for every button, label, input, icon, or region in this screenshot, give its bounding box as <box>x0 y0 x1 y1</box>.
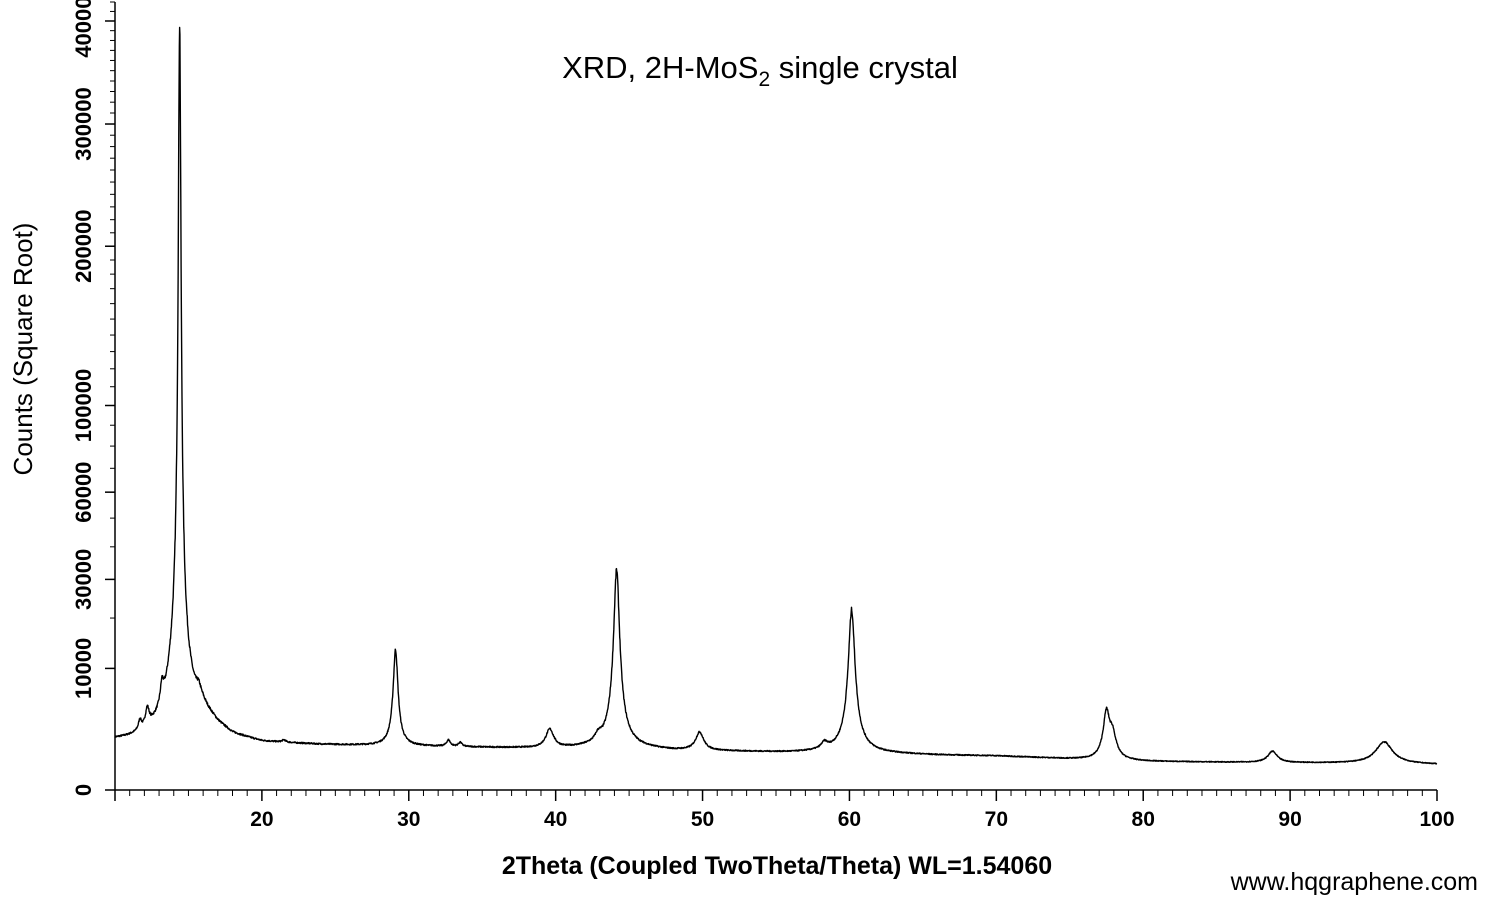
y-tick-label: 300000 <box>71 87 96 160</box>
x-tick-label: 100 <box>1419 808 1454 831</box>
x-tick-label: 30 <box>397 808 420 831</box>
x-axis: 20 30 40 50 60 70 80 90 100 <box>114 789 1455 831</box>
chart-title-main: XRD, 2H-MoS <box>562 50 758 85</box>
x-tick-label: 80 <box>1132 808 1155 831</box>
y-tick-label: 60000 <box>71 462 96 523</box>
y-tick-label: 200000 <box>71 210 96 283</box>
y-tick-label: 10000 <box>71 638 96 699</box>
x-tick-label: 20 <box>250 808 273 831</box>
y-tick-label: 30000 <box>71 549 96 610</box>
x-tick-label: 50 <box>691 808 714 831</box>
y-axis: 0 10000 30000 60000 100000 200000 300000 400000 <box>71 0 116 796</box>
xrd-pattern-line <box>114 26 1438 765</box>
x-tick-label: 40 <box>544 808 567 831</box>
y-tick-label: 400000 <box>71 0 96 58</box>
x-tick-label: 60 <box>838 808 861 831</box>
x-tick-label: 90 <box>1278 808 1301 831</box>
chart-title: XRD, 2H-MoS2 single crystal <box>562 50 958 91</box>
y-tick-label: 100000 <box>71 369 96 442</box>
x-tick-label: 70 <box>985 808 1008 831</box>
watermark-text: www.hqgraphene.com <box>1230 868 1478 896</box>
x-axis-label: 2Theta (Coupled TwoTheta/Theta) WL=1.540… <box>502 852 1052 880</box>
y-axis-label: Counts (Square Root) <box>8 223 38 476</box>
chart-title-subscript: 2 <box>758 68 770 91</box>
y-tick-label: 0 <box>71 784 96 796</box>
series-group <box>114 26 1438 765</box>
chart-title-suffix: single crystal <box>770 50 958 85</box>
